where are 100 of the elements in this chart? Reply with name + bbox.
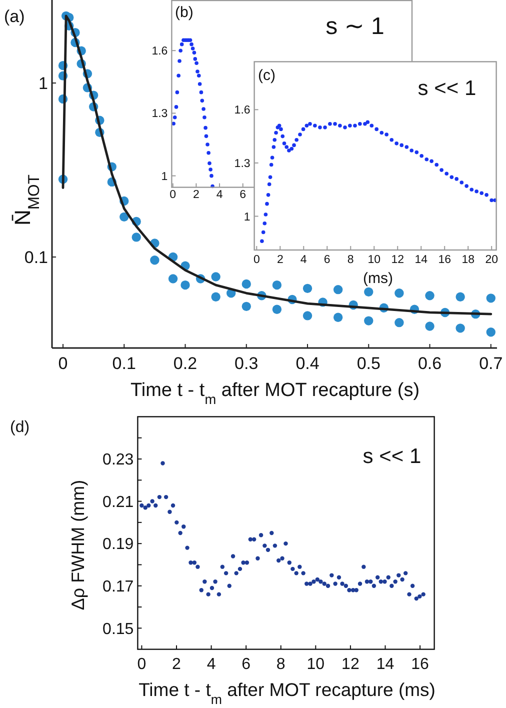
point: [242, 302, 251, 312]
annotation: s << 1: [418, 77, 476, 100]
x-tick-label: 0.5: [356, 354, 380, 373]
y-tick-label: 1.6: [234, 104, 250, 117]
y-tick-label: 1.3: [234, 158, 250, 170]
point: [194, 61, 198, 66]
point: [302, 284, 312, 294]
point: [456, 324, 465, 333]
point: [202, 115, 206, 120]
x-tick-label: 16: [411, 656, 430, 673]
chart-title: (c): [258, 67, 276, 84]
x-tick-label: 18: [462, 254, 475, 266]
point: [210, 174, 214, 178]
x-tick-label: 0.2: [173, 354, 198, 373]
point: [206, 142, 210, 146]
chart-title: (a): [4, 7, 25, 26]
point: [190, 46, 195, 50]
point: [204, 134, 208, 138]
x-tick-label: 8: [276, 656, 286, 673]
point: [242, 279, 251, 289]
annotation: s << 1: [362, 445, 422, 468]
y-tick-label: 0.17: [102, 578, 134, 596]
x-tick-label: 6: [324, 254, 330, 266]
point: [394, 288, 404, 298]
point: [178, 48, 182, 52]
point: [206, 150, 210, 155]
point: [202, 107, 206, 111]
x-tick-label: 2: [276, 254, 284, 266]
point: [180, 280, 190, 290]
point: [394, 318, 404, 328]
x-tick-label: 0: [170, 189, 176, 201]
point: [211, 272, 220, 282]
point: [486, 294, 496, 303]
y-tick-label: 1: [244, 211, 250, 224]
annotation: s ∼ 1: [326, 13, 384, 40]
point: [193, 57, 198, 61]
point: [198, 82, 202, 86]
y-tick-label: 1.3: [152, 108, 168, 120]
x-tick-label: 0: [137, 656, 146, 673]
point: [208, 168, 212, 172]
y-tick-label: 1.6: [152, 46, 168, 58]
point: [333, 312, 343, 322]
y-tick-label: 0.23: [102, 452, 134, 469]
x-tick-label: 14: [414, 254, 428, 266]
point: [364, 316, 374, 326]
point: [272, 280, 282, 290]
point: [176, 74, 180, 78]
x-axis-title: (ms): [363, 270, 393, 287]
y-tick-label: 1: [38, 74, 48, 93]
point: [196, 70, 200, 74]
point: [200, 98, 204, 103]
point: [456, 292, 465, 302]
x-tick-label: 0.6: [418, 354, 442, 373]
point: [272, 304, 282, 314]
y-tick-label: 1: [161, 170, 168, 183]
point: [150, 256, 160, 265]
point: [333, 284, 343, 294]
point: [199, 90, 204, 94]
x-tick-label: 6: [240, 189, 246, 201]
chart-title: (d): [10, 419, 30, 436]
point: [180, 42, 184, 46]
x-tick-label: 10: [368, 254, 381, 266]
x-tick-label: 6: [242, 656, 251, 673]
point: [172, 115, 177, 120]
point: [211, 292, 220, 302]
x-tick-label: 12: [342, 656, 360, 673]
x-tick-label: 14: [376, 656, 394, 673]
x-tick-label: 4: [300, 254, 308, 266]
point: [208, 161, 212, 166]
x-tick-label: 0: [253, 254, 260, 266]
y-tick-label: 0.21: [102, 494, 134, 511]
point: [302, 311, 312, 320]
x-tick-label: 2: [172, 656, 182, 673]
x-axis-title: Time t - t$_{m}$ after MOT recapture (s): [130, 380, 420, 406]
chart-title: (b): [175, 4, 194, 21]
x-tick-label: 8: [347, 254, 354, 266]
point: [168, 274, 178, 284]
point: [174, 105, 178, 109]
y-tick-label: 0.19: [102, 536, 134, 554]
point: [196, 74, 201, 78]
y-axis-title: Δρ FWHM (mm): [68, 480, 88, 610]
x-tick-label: 16: [438, 254, 452, 266]
point: [175, 90, 180, 94]
x-tick-label: 0.4: [296, 354, 320, 373]
point: [425, 291, 434, 300]
x-tick-label: 20: [485, 254, 498, 266]
x-tick-label: 0.3: [234, 354, 258, 373]
point: [204, 126, 208, 130]
point: [486, 328, 496, 337]
y-tick-label: 0.15: [102, 620, 134, 638]
point: [364, 287, 374, 297]
x-tick-label: 4: [216, 189, 224, 201]
x-tick-label: 10: [306, 656, 325, 673]
x-tick-label: 2: [192, 189, 200, 201]
x-tick-label: 4: [206, 656, 216, 673]
point: [120, 212, 129, 222]
point: [132, 232, 141, 242]
x-tick-label: 12: [391, 254, 404, 266]
x-tick-label: 0.7: [479, 354, 503, 373]
point: [190, 42, 194, 46]
